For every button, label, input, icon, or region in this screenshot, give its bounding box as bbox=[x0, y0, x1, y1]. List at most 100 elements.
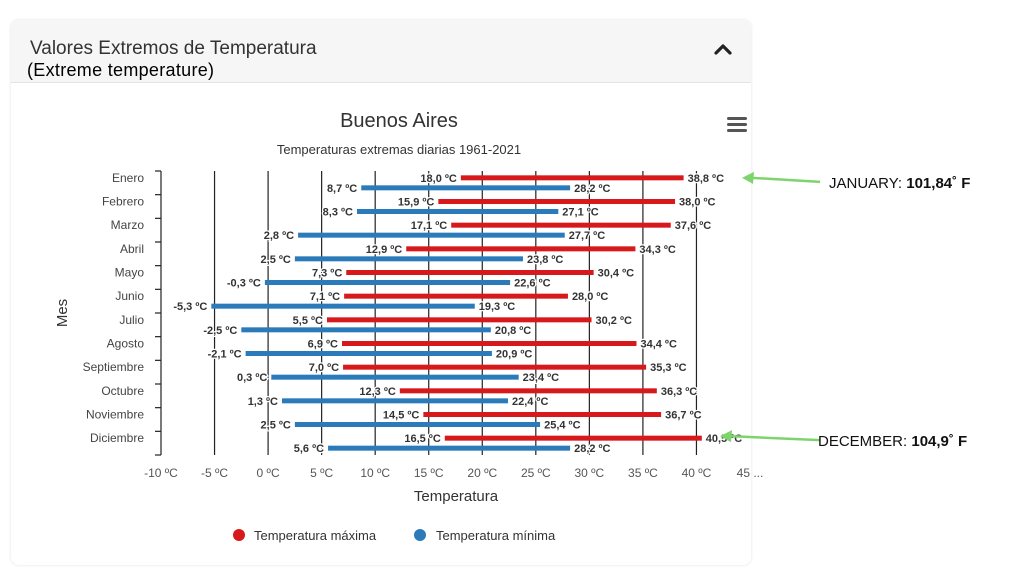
y-tick-label: Diciembre bbox=[90, 431, 144, 445]
data-label-high: 38,8 ºC bbox=[688, 173, 724, 185]
y-tick-label: Octubre bbox=[101, 384, 144, 398]
y-tick-label: Abril bbox=[120, 242, 144, 256]
y-tick-label: Mayo bbox=[115, 266, 145, 280]
bar-min[interactable] bbox=[264, 280, 511, 285]
data-label-high: 34,3 ºC bbox=[639, 244, 675, 256]
bar-min[interactable] bbox=[211, 303, 475, 309]
panel-title: Valores Extremos de Temperatura bbox=[30, 38, 317, 59]
y-tick-label: Febrero bbox=[102, 195, 144, 209]
y-tick-label: Agosto bbox=[107, 337, 145, 351]
data-label-low: -5,3 ºC bbox=[173, 301, 207, 313]
y-tick-label: Septiembre bbox=[83, 360, 145, 374]
bar-max[interactable] bbox=[343, 364, 647, 370]
bar-max[interactable] bbox=[438, 199, 676, 204]
data-label-low: 2,5 ºC bbox=[261, 254, 291, 266]
bar-max[interactable] bbox=[326, 317, 592, 323]
bar-min[interactable] bbox=[282, 398, 508, 404]
bar-min[interactable] bbox=[271, 374, 519, 380]
data-label-low: -2,1 ºC bbox=[208, 349, 242, 361]
data-label-high: 22,4 ºC bbox=[512, 396, 548, 408]
y-tick-label: Julio bbox=[119, 313, 144, 327]
x-tick-label: 20 ºC bbox=[467, 466, 497, 480]
data-label-low: 16,5 ºC bbox=[404, 433, 440, 445]
bar-min[interactable] bbox=[294, 256, 523, 262]
data-label-high: 19,3 ºC bbox=[479, 301, 515, 313]
data-label-high: 20,8 ºC bbox=[495, 325, 531, 337]
data-label-high: 25,4 ºC bbox=[544, 420, 580, 432]
x-axis-title: Temperatura bbox=[414, 488, 499, 505]
data-label-high: 35,3 ºC bbox=[650, 362, 686, 374]
bar-max[interactable] bbox=[423, 412, 662, 417]
data-label-low: 8,7 ºC bbox=[327, 183, 357, 195]
data-label-low: 5,6 ºC bbox=[294, 443, 324, 455]
y-tick-label: Noviembre bbox=[86, 408, 144, 422]
legend-marker-min bbox=[414, 529, 426, 541]
panel-header[interactable]: Valores Extremos de Temperatura (Extreme… bbox=[11, 20, 751, 83]
data-label-high: 22,6 ºC bbox=[514, 278, 550, 290]
annotation-text: DECEMBER: 104,9˚ F bbox=[818, 433, 967, 450]
x-tick-label: 30 ºC bbox=[574, 466, 604, 480]
bar-min[interactable] bbox=[356, 209, 559, 214]
x-tick-label: 25 ºC bbox=[521, 466, 551, 480]
data-label-high: 28,2 ºC bbox=[574, 183, 610, 195]
bar-min[interactable] bbox=[245, 351, 492, 356]
data-label-low: 1,3 ºC bbox=[248, 396, 278, 408]
chevron-up-icon[interactable] bbox=[713, 42, 733, 56]
x-tick-label: 40 ºC bbox=[682, 466, 712, 480]
data-label-low: 7,0 ºC bbox=[309, 362, 339, 374]
x-tick-label: 5 ºC bbox=[310, 466, 333, 480]
data-label-low: 15,9 ºC bbox=[398, 197, 434, 209]
bar-max[interactable] bbox=[460, 175, 684, 181]
legend-marker-max bbox=[233, 529, 245, 541]
legend-label-min: Temperatura mínima bbox=[436, 528, 556, 543]
data-label-high: 27,1 ºC bbox=[562, 207, 598, 219]
data-label-low: 6,9 ºC bbox=[308, 339, 338, 351]
annotation-arrow-line bbox=[729, 434, 821, 442]
bar-min[interactable] bbox=[361, 185, 571, 191]
x-tick-label: 35 ºC bbox=[628, 466, 658, 480]
bar-min[interactable] bbox=[298, 232, 565, 238]
data-label-high: 23,4 ºC bbox=[523, 372, 559, 384]
y-tick-label: Marzo bbox=[111, 218, 145, 232]
data-label-low: 14,5 ºC bbox=[383, 410, 419, 422]
annotation-arrow-line bbox=[751, 176, 821, 184]
data-label-low: 12,3 ºC bbox=[359, 386, 395, 398]
data-label-low: 18,0 ºC bbox=[420, 173, 456, 185]
x-tick-label: 0 ºC bbox=[257, 466, 280, 480]
legend-label-max: Temperatura máxima bbox=[254, 528, 377, 543]
x-tick-label: 15 ºC bbox=[414, 466, 444, 480]
data-label-high: 30,4 ºC bbox=[598, 268, 634, 280]
bar-max[interactable] bbox=[344, 293, 568, 299]
y-tick-label: Enero bbox=[112, 171, 144, 185]
bar-min[interactable] bbox=[294, 422, 541, 427]
y-tick-label: Junio bbox=[115, 289, 144, 303]
data-label-high: 36,3 ºC bbox=[661, 386, 697, 398]
data-label-low: 7,1 ºC bbox=[310, 291, 340, 303]
annotation-layer: JANUARY: 101,84˚ F DECEMBER: 104,9˚ F bbox=[720, 171, 970, 450]
bar-max[interactable] bbox=[346, 270, 594, 275]
chart-title: Buenos Aires bbox=[340, 110, 458, 132]
bar-max[interactable] bbox=[451, 222, 671, 228]
data-label-low: 0,3 ºC bbox=[237, 372, 267, 384]
annotation-arrow-head bbox=[742, 171, 754, 184]
data-label-high: 36,7 ºC bbox=[665, 410, 701, 422]
bar-min[interactable] bbox=[328, 445, 571, 451]
data-label-low: 5,5 ºC bbox=[293, 315, 323, 327]
chart-panel: Valores Extremos de Temperatura (Extreme… bbox=[11, 20, 751, 565]
legend-item-min[interactable]: Temperatura mínima bbox=[414, 528, 556, 543]
annotation-arrow-head bbox=[720, 430, 732, 443]
data-label-high: 34,4 ºC bbox=[640, 339, 676, 351]
bar-max[interactable] bbox=[341, 341, 637, 346]
bar-max[interactable] bbox=[399, 388, 657, 394]
data-label-low: -2,5 ºC bbox=[203, 325, 237, 337]
hamburger-menu-icon[interactable] bbox=[727, 117, 747, 132]
bar-max[interactable] bbox=[406, 246, 636, 252]
bar-min[interactable] bbox=[241, 327, 491, 333]
panel-subtitle: (Extreme temperature) bbox=[27, 60, 215, 80]
axes-layer: -10 ºC -5 ºC 0 ºC 5 ºC 10 ºC 15 ºC 20 ºC 25 ºC 3… bbox=[83, 170, 764, 480]
data-label-low: 8,3 ºC bbox=[323, 207, 353, 219]
data-label-high: 28,0 ºC bbox=[572, 291, 608, 303]
bar-max[interactable] bbox=[444, 435, 702, 441]
x-tick-label: 45 ... bbox=[737, 466, 764, 480]
legend-item-max[interactable]: Temperatura máxima bbox=[233, 528, 377, 543]
